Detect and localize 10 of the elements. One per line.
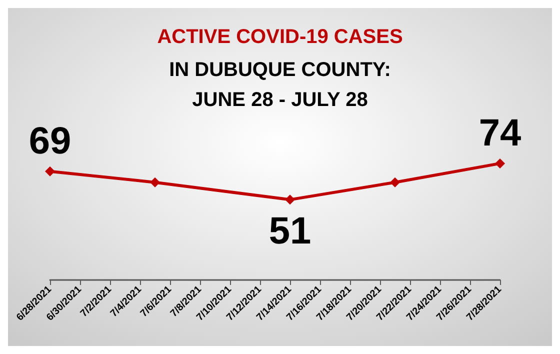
- point: [495, 158, 505, 168]
- point: [45, 166, 55, 176]
- data-label: 74: [478, 112, 522, 154]
- point: [285, 194, 295, 205]
- chart-title: ACTIVE COVID-19 CASES: [157, 26, 403, 48]
- point: [390, 177, 400, 188]
- data-label: 69: [28, 120, 72, 162]
- chart-subtitle: IN DUBUQUE COUNTY: JUNE 28 - JULY 28: [169, 59, 391, 111]
- data-label: 51: [268, 210, 312, 253]
- point: [150, 177, 160, 188]
